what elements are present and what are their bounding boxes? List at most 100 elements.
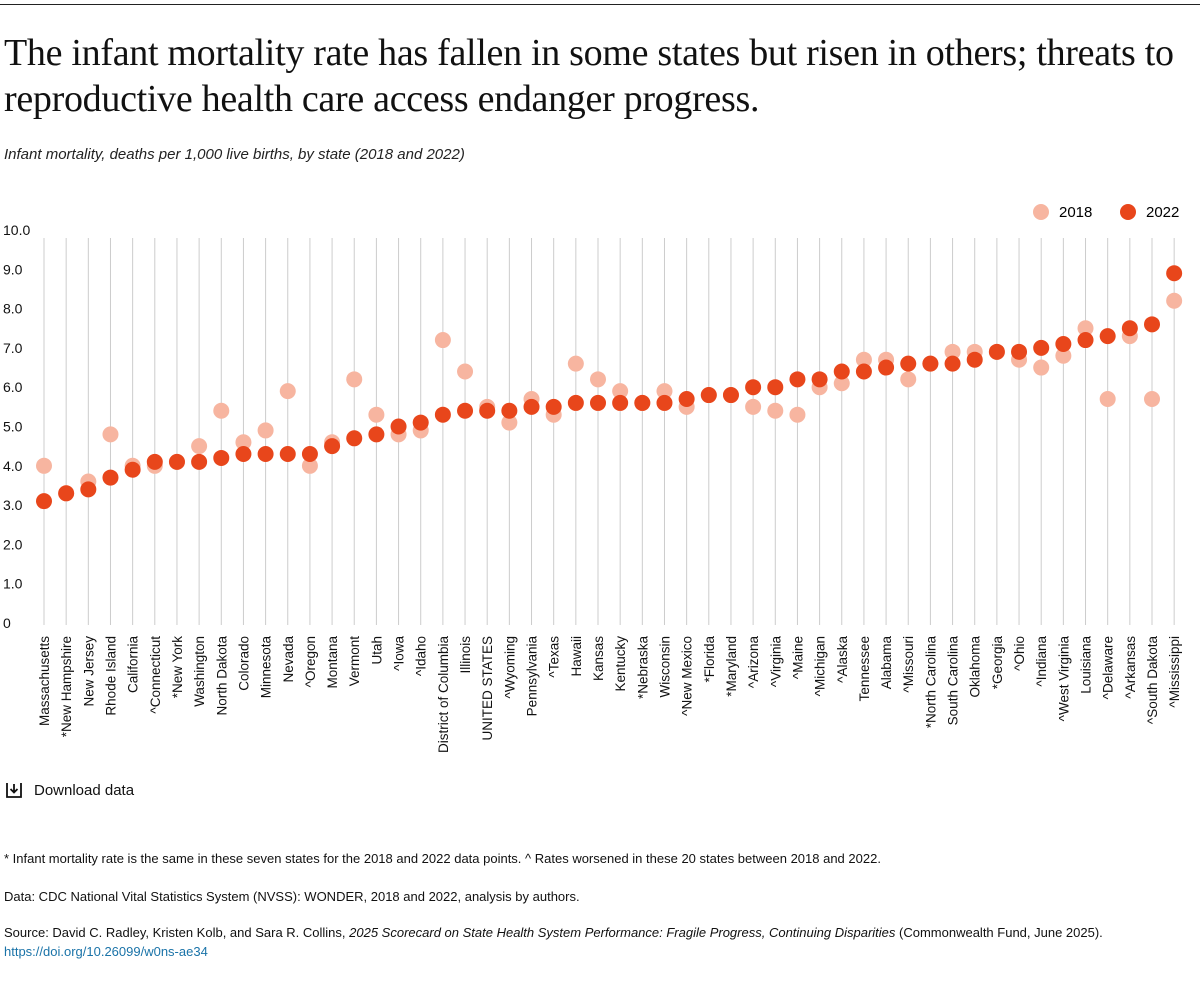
x-label-new-york: *New York [170,636,185,699]
point-2022-ohio[interactable] [1011,343,1028,360]
point-2022-utah[interactable] [368,426,385,443]
point-2018-wisconsin[interactable] [656,383,673,400]
point-2018-virginia[interactable] [767,402,784,419]
point-2018-arizona[interactable] [745,398,762,415]
point-2022-arizona[interactable] [745,379,762,396]
x-label-delaware: ^Delaware [1101,636,1116,699]
point-2022-alaska[interactable] [833,363,850,380]
download-data-button[interactable]: Download data [4,780,134,800]
point-2022-california[interactable] [124,461,141,478]
x-label-oregon: ^Oregon [303,636,318,687]
y-tick-label: 5.0 [3,419,23,435]
point-2022-mississippi[interactable] [1166,265,1183,282]
point-2022-rhode-island[interactable] [102,469,119,486]
point-2022-north-carolina[interactable] [922,355,939,372]
point-2022-new-mexico[interactable] [678,390,695,407]
point-2022-colorado[interactable] [235,446,252,463]
point-2022-vermont[interactable] [346,430,363,447]
point-2022-maryland[interactable] [722,387,739,404]
point-2022-south-carolina[interactable] [944,355,961,372]
point-2018-vermont[interactable] [346,371,363,388]
legend[interactable]: 2018 2022 [1033,204,1179,221]
x-label-alabama: Alabama [879,636,894,690]
point-2022-new-jersey[interactable] [80,481,97,498]
point-2022-minnesota[interactable] [257,446,274,463]
point-2018-hawaii[interactable] [567,355,584,372]
point-2022-new-hampshire[interactable] [58,485,75,502]
point-2018-oregon[interactable] [301,457,318,474]
point-2018-west-virginia[interactable] [1055,347,1072,364]
point-2018-rhode-island[interactable] [102,426,119,443]
point-2022-north-dakota[interactable] [213,449,230,466]
point-2022-arkansas[interactable] [1121,320,1138,337]
point-2022-missouri[interactable] [900,355,917,372]
point-2018-missouri[interactable] [900,371,917,388]
point-2022-oklahoma[interactable] [966,351,983,368]
point-2018-kentucky[interactable] [612,383,629,400]
point-2022-connecticut[interactable] [146,453,163,470]
point-2022-united-states[interactable] [479,402,496,419]
point-2018-maine[interactable] [789,406,806,423]
point-2022-georgia[interactable] [988,343,1005,360]
point-2022-iowa[interactable] [390,418,407,435]
point-2018-north-dakota[interactable] [213,402,230,419]
point-2022-kansas[interactable] [590,394,606,411]
point-2022-texas[interactable] [545,398,562,415]
point-2022-washington[interactable] [191,453,208,470]
y-tick-label: 6.0 [3,379,23,395]
point-2018-massachusetts[interactable] [36,457,52,474]
x-label-ohio: ^Ohio [1012,636,1027,671]
point-2018-louisiana[interactable] [1077,320,1094,337]
point-2022-idaho[interactable] [412,414,429,431]
point-2022-nebraska[interactable] [634,394,651,411]
point-2022-district-of-columbia[interactable] [434,406,451,423]
point-2018-minnesota[interactable] [257,422,274,439]
point-2022-maine[interactable] [789,371,806,388]
point-2022-south-dakota[interactable] [1144,316,1160,333]
point-2018-alaska[interactable] [833,375,850,392]
source-suffix: (Commonwealth Fund, June 2025). [895,925,1103,940]
point-2018-tennessee[interactable] [855,351,872,368]
point-2022-virginia[interactable] [767,379,784,396]
point-2022-louisiana[interactable] [1077,332,1094,349]
point-2018-wyoming[interactable] [501,414,518,431]
point-2022-west-virginia[interactable] [1055,335,1072,352]
point-2022-pennsylvania[interactable] [523,398,540,415]
chart-subtitle: Infant mortality, deaths per 1,000 live … [4,146,465,163]
point-2022-montana[interactable] [324,438,341,455]
point-2018-nevada[interactable] [279,383,296,400]
x-label-texas: ^Texas [547,636,562,678]
point-2022-kentucky[interactable] [612,394,629,411]
point-2018-district-of-columbia[interactable] [434,332,451,349]
x-label-washington: Washington [192,636,207,707]
x-label-nevada: Nevada [281,636,296,683]
point-2022-wisconsin[interactable] [656,394,673,411]
point-2018-indiana[interactable] [1033,359,1050,376]
point-2018-illinois[interactable] [457,363,474,380]
y-tick-label: 7.0 [3,340,23,356]
point-2022-illinois[interactable] [457,402,474,419]
point-2022-massachusetts[interactable] [36,493,52,510]
x-label-pennsylvania: Pennsylvania [525,636,540,717]
point-2022-indiana[interactable] [1033,339,1050,356]
point-2022-wyoming[interactable] [501,402,518,419]
point-2018-delaware[interactable] [1099,390,1116,407]
point-2018-kansas[interactable] [590,371,606,388]
point-2022-oregon[interactable] [301,446,318,463]
point-2018-washington[interactable] [191,438,208,455]
point-2022-hawaii[interactable] [567,394,584,411]
point-2018-mississippi[interactable] [1166,292,1183,309]
point-2022-florida[interactable] [700,387,717,404]
point-2022-alabama[interactable] [878,359,895,376]
point-2018-utah[interactable] [368,406,385,423]
point-2022-michigan[interactable] [811,371,828,388]
point-2018-colorado[interactable] [235,434,252,451]
point-2022-delaware[interactable] [1099,328,1116,345]
source-link[interactable]: https://doi.org/10.26099/w0ns-ae34 [4,944,208,959]
x-label-georgia: *Georgia [990,636,1005,690]
point-2022-new-york[interactable] [168,453,185,470]
point-2018-south-carolina[interactable] [944,343,961,360]
point-2018-south-dakota[interactable] [1144,390,1160,407]
point-2022-tennessee[interactable] [855,363,872,380]
point-2022-nevada[interactable] [279,446,296,463]
